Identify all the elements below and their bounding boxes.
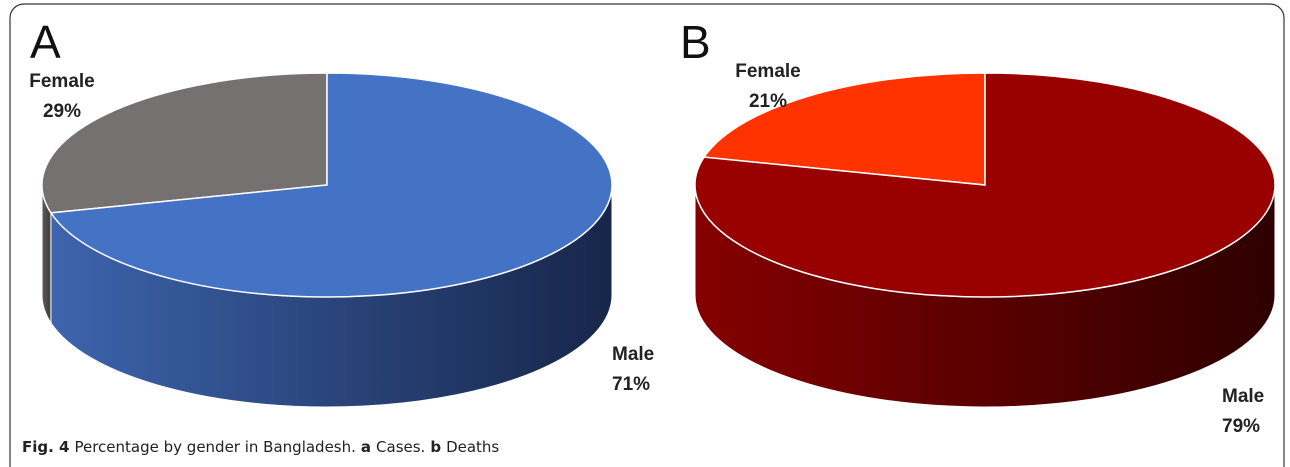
caption-run: Fig. 4 bbox=[22, 438, 70, 456]
chart-title: B bbox=[680, 16, 711, 68]
slice-value-label: 79% bbox=[1222, 416, 1260, 437]
pie-slice bbox=[702, 72, 986, 186]
slice-label: Male bbox=[612, 344, 654, 365]
pie-slice bbox=[41, 72, 328, 214]
pie-slice bbox=[49, 72, 613, 298]
caption-run: b bbox=[430, 438, 442, 456]
slice-label: Female bbox=[735, 61, 800, 82]
figure-border bbox=[9, 3, 1285, 467]
slice-label: Female bbox=[29, 71, 94, 92]
pie-slice bbox=[694, 72, 1276, 298]
slice-value-label: 29% bbox=[43, 101, 81, 122]
slice-value-label: 21% bbox=[749, 91, 787, 112]
chart-title: A bbox=[30, 16, 61, 68]
slice-value-label: 71% bbox=[612, 374, 650, 395]
caption-run: Percentage by gender in Bangladesh. bbox=[74, 438, 356, 456]
slice-label: Male bbox=[1222, 386, 1264, 407]
caption: Fig. 4 Percentage by gender in Bangladesh… bbox=[22, 438, 504, 456]
caption-run: a bbox=[360, 438, 372, 456]
caption-run: Cases. bbox=[376, 438, 426, 456]
caption-run: Deaths bbox=[446, 438, 500, 456]
